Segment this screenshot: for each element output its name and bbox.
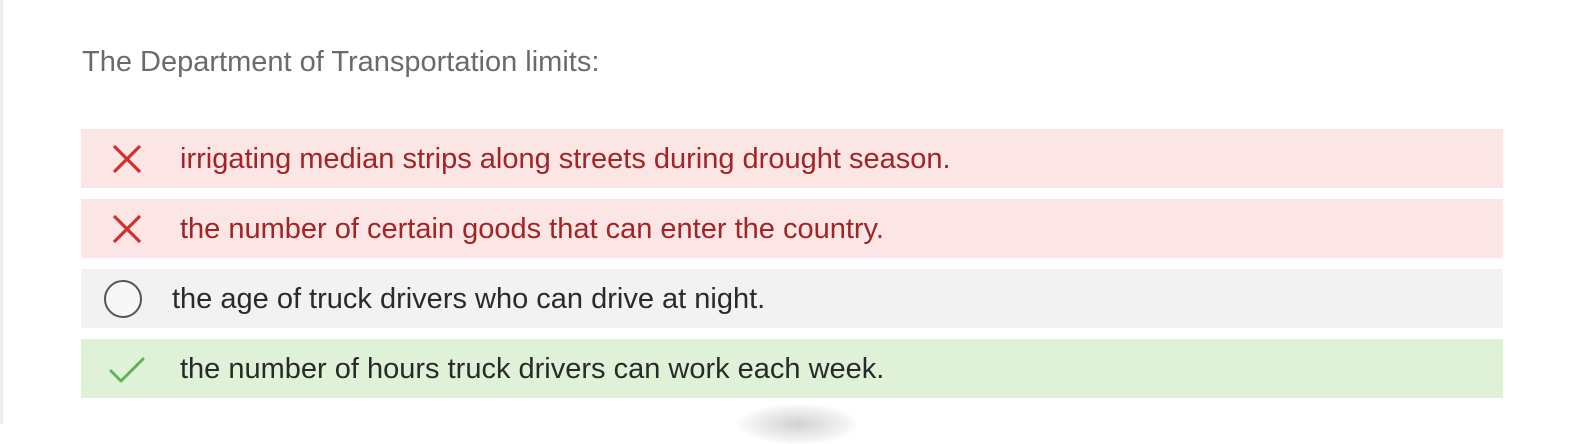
floating-shadow: [738, 404, 858, 444]
answer-option-2[interactable]: the number of certain goods that can ent…: [81, 199, 1503, 258]
answer-options: irrigating median strips along streets d…: [81, 129, 1503, 409]
question-text: The Department of Transportation limits:: [82, 46, 600, 78]
answer-option-label: the number of hours truck drivers can wo…: [180, 352, 885, 385]
radio-circle-icon[interactable]: [103, 279, 143, 319]
left-border: [0, 0, 3, 424]
answer-option-label: irrigating median strips along streets d…: [180, 142, 951, 175]
checkmark-icon: [107, 349, 147, 389]
x-icon: [107, 139, 147, 179]
answer-option-3[interactable]: the age of truck drivers who can drive a…: [81, 269, 1503, 328]
answer-option-4[interactable]: the number of hours truck drivers can wo…: [81, 339, 1503, 398]
x-icon: [107, 209, 147, 249]
answer-option-label: the age of truck drivers who can drive a…: [172, 282, 766, 315]
answer-option-1[interactable]: irrigating median strips along streets d…: [81, 129, 1503, 188]
answer-option-label: the number of certain goods that can ent…: [180, 212, 884, 245]
